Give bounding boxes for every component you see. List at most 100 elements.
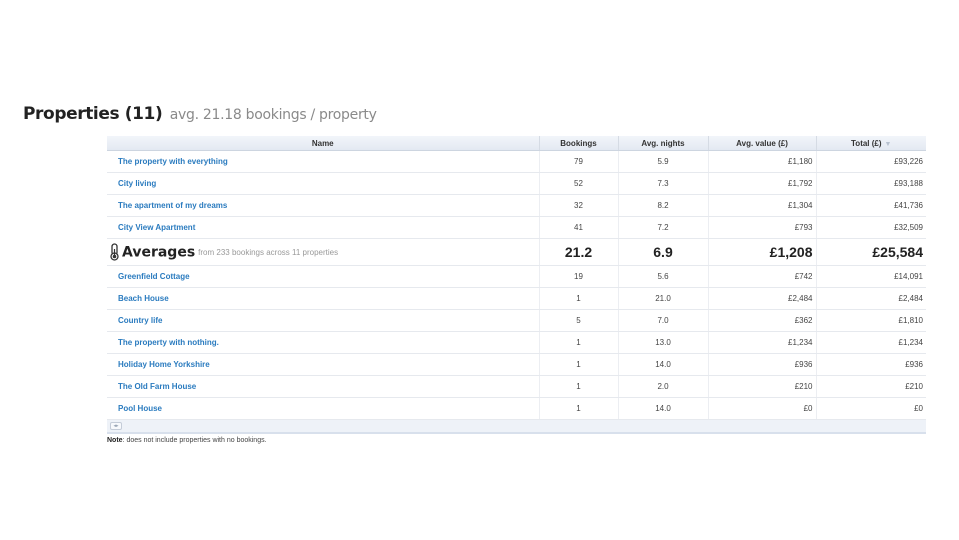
- avg-nights-cell: 7.0: [618, 309, 709, 332]
- bookings-cell: 1: [539, 397, 619, 420]
- bookings-cell: 1: [539, 375, 619, 398]
- property-link[interactable]: Pool House: [118, 404, 163, 413]
- avg-nights-cell: 5.6: [618, 265, 709, 288]
- bookings-cell: 32: [539, 194, 619, 217]
- total-cell: £93,226: [816, 150, 926, 173]
- column-header-total[interactable]: Total (£) ▼: [816, 136, 926, 151]
- property-link[interactable]: The Old Farm House: [118, 382, 197, 391]
- avg-nights-cell: 5.9: [618, 150, 709, 173]
- total-cell: £2,484: [816, 287, 926, 310]
- column-header-avg-nights[interactable]: Avg. nights: [618, 136, 709, 151]
- avg-total-cell: £25,584: [816, 238, 926, 266]
- total-cell: £1,810: [816, 309, 926, 332]
- avg-value-cell: £362: [708, 309, 817, 332]
- table-row: City View Apartment 41 7.2 £793 £32,509: [107, 216, 926, 239]
- property-name-cell: The property with everything: [107, 150, 540, 173]
- properties-table: Name Bookings Avg. nights Avg. value (£)…: [107, 136, 926, 420]
- total-cell: £936: [816, 353, 926, 376]
- averages-label-cell: Averages from 233 bookings across 11 prop…: [107, 238, 540, 266]
- table-row: Holiday Home Yorkshire 1 14.0 £936 £936: [107, 353, 926, 376]
- property-link[interactable]: City View Apartment: [118, 223, 196, 232]
- property-name-cell: Beach House: [107, 287, 540, 310]
- note-label: Note: [107, 437, 123, 444]
- table-row: Country life 5 7.0 £362 £1,810: [107, 309, 926, 332]
- table-row: The property with everything 79 5.9 £1,1…: [107, 150, 926, 173]
- property-link[interactable]: The property with nothing.: [118, 338, 219, 347]
- thermometer-icon: [110, 243, 119, 261]
- avg-nights-cell: 2.0: [618, 375, 709, 398]
- column-header-name[interactable]: Name: [107, 136, 540, 151]
- total-cell: £0: [816, 397, 926, 420]
- property-link[interactable]: City living: [118, 179, 157, 188]
- avg-bookings-cell: 21.2: [539, 238, 619, 266]
- avg-value-cell: £2,484: [708, 287, 817, 310]
- property-name-cell: Pool House: [107, 397, 540, 420]
- bookings-cell: 41: [539, 216, 619, 239]
- avg-value-cell: £1,180: [708, 150, 817, 173]
- table-row: The property with nothing. 1 13.0 £1,234…: [107, 331, 926, 354]
- property-link[interactable]: Holiday Home Yorkshire: [118, 360, 210, 369]
- bookings-cell: 1: [539, 353, 619, 376]
- property-name-cell: The apartment of my dreams: [107, 194, 540, 217]
- table-row: The apartment of my dreams 32 8.2 £1,304…: [107, 194, 926, 217]
- bookings-cell: 1: [539, 331, 619, 354]
- page-title: Properties (11): [23, 104, 163, 124]
- table-row: The Old Farm House 1 2.0 £210 £210: [107, 375, 926, 398]
- page-heading: Properties (11) avg. 21.18 bookings / pr…: [23, 104, 377, 124]
- bookings-cell: 52: [539, 172, 619, 195]
- avg-value-cell: £1,792: [708, 172, 817, 195]
- avg-value-cell: £742: [708, 265, 817, 288]
- property-link[interactable]: The apartment of my dreams: [118, 201, 228, 210]
- table-footer-bar: ◂▸: [107, 420, 926, 434]
- pager-icon[interactable]: ◂▸: [110, 422, 122, 430]
- bookings-cell: 19: [539, 265, 619, 288]
- table-row: City living 52 7.3 £1,792 £93,188: [107, 172, 926, 195]
- avg-nights-cell: 7.3: [618, 172, 709, 195]
- property-link[interactable]: Beach House: [118, 294, 169, 303]
- avg-value-cell: £1,234: [708, 331, 817, 354]
- bookings-cell: 5: [539, 309, 619, 332]
- avg-nights-cell: 8.2: [618, 194, 709, 217]
- avg-nights-cell: 14.0: [618, 353, 709, 376]
- table-header-row: Name Bookings Avg. nights Avg. value (£)…: [107, 136, 926, 151]
- table-note: Note: does not include properties with n…: [107, 437, 267, 444]
- avg-nights-cell: 14.0: [618, 397, 709, 420]
- properties-table-container: Name Bookings Avg. nights Avg. value (£)…: [107, 136, 926, 434]
- sort-desc-icon: ▼: [884, 140, 892, 148]
- total-cell: £41,736: [816, 194, 926, 217]
- property-link[interactable]: Country life: [118, 316, 163, 325]
- avg-nights-cell: 6.9: [618, 238, 709, 266]
- property-name-cell: Holiday Home Yorkshire: [107, 353, 540, 376]
- averages-note: from 233 bookings across 11 properties: [198, 247, 339, 257]
- table-row: Beach House 1 21.0 £2,484 £2,484: [107, 287, 926, 310]
- averages-label: Averages: [122, 244, 196, 261]
- avg-value-cell: £793: [708, 216, 817, 239]
- property-link[interactable]: The property with everything: [118, 157, 228, 166]
- avg-nights-cell: 13.0: [618, 331, 709, 354]
- avg-nights-cell: 7.2: [618, 216, 709, 239]
- avg-value-cell: £0: [708, 397, 817, 420]
- property-name-cell: City View Apartment: [107, 216, 540, 239]
- column-header-avg-value[interactable]: Avg. value (£): [708, 136, 817, 151]
- table-row: Greenfield Cottage 19 5.6 £742 £14,091: [107, 265, 926, 288]
- avg-value-cell: £936: [708, 353, 817, 376]
- total-cell: £210: [816, 375, 926, 398]
- avg-value-cell: £1,304: [708, 194, 817, 217]
- total-cell: £1,234: [816, 331, 926, 354]
- avg-value-cell: £1,208: [708, 238, 817, 266]
- bookings-cell: 1: [539, 287, 619, 310]
- avg-nights-cell: 21.0: [618, 287, 709, 310]
- property-name-cell: Greenfield Cottage: [107, 265, 540, 288]
- total-cell: £32,509: [816, 216, 926, 239]
- note-text: : does not include properties with no bo…: [122, 437, 267, 444]
- column-header-bookings[interactable]: Bookings: [539, 136, 619, 151]
- bookings-cell: 79: [539, 150, 619, 173]
- property-name-cell: Country life: [107, 309, 540, 332]
- avg-value-cell: £210: [708, 375, 817, 398]
- table-row: Pool House 1 14.0 £0 £0: [107, 397, 926, 420]
- column-header-total-label: Total (£): [851, 138, 882, 148]
- property-link[interactable]: Greenfield Cottage: [118, 272, 190, 281]
- property-name-cell: City living: [107, 172, 540, 195]
- property-name-cell: The Old Farm House: [107, 375, 540, 398]
- averages-row: Averages from 233 bookings across 11 prop…: [107, 238, 926, 266]
